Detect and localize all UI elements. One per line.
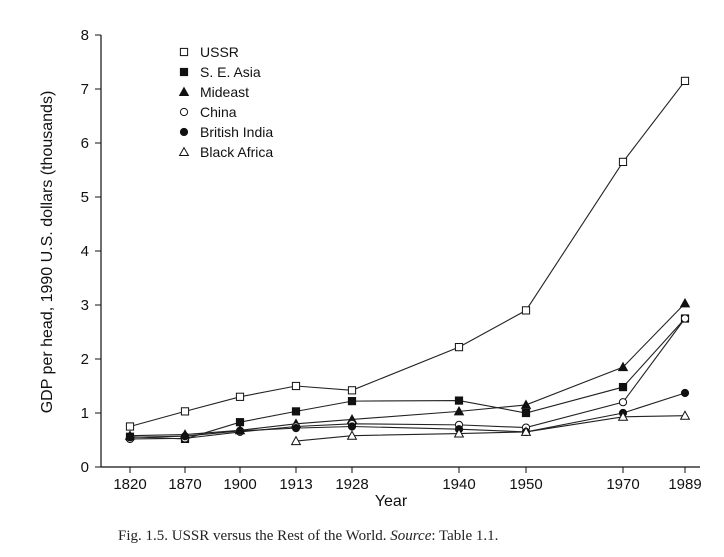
y-tick-label: 8 (81, 27, 89, 44)
caption-source-label: Source (390, 528, 432, 544)
legend-label-s-e-asia: S. E. Asia (200, 64, 261, 80)
x-tick-label: 1900 (223, 476, 256, 493)
data-point-british-india (180, 432, 190, 441)
data-point-black-africa (290, 435, 302, 446)
data-point-mideast (679, 297, 691, 308)
data-point-china (680, 314, 690, 323)
legend-label-china: China (200, 104, 237, 120)
x-axis-title: Year (375, 493, 408, 510)
x-tick-label: 1989 (668, 476, 701, 493)
data-point-british-india (235, 426, 245, 435)
figure-caption: Fig. 1.5. USSR versus the Rest of the Wo… (118, 528, 498, 545)
y-tick-label: 2 (81, 351, 89, 368)
data-point-ussr (454, 343, 464, 352)
y-tick-label: 1 (81, 405, 89, 422)
data-point-s-e-asia (347, 397, 357, 406)
legend-marker-black-africa (178, 146, 190, 157)
data-point-ussr (618, 157, 628, 167)
x-tick-label: 1913 (279, 476, 312, 493)
data-point-s-e-asia (454, 396, 464, 405)
caption-prefix: Fig. 1.5. USSR versus the Rest of the Wo… (118, 528, 391, 544)
legend-label-mideast: Mideast (200, 84, 249, 100)
data-point-black-africa (520, 426, 532, 436)
series-line-mideast (129, 302, 686, 437)
series-line-china (129, 318, 686, 440)
series-line-black-africa (295, 415, 686, 442)
y-axis-title: GDP per head, 1990 U.S. dollars (thousan… (39, 91, 56, 414)
data-point-s-e-asia (618, 382, 628, 392)
x-tick-label: 1870 (168, 476, 201, 493)
y-tick-label: 3 (81, 297, 89, 314)
legend-label-ussr: USSR (200, 44, 239, 60)
data-point-mideast (617, 361, 629, 372)
y-tick-label: 6 (81, 135, 89, 152)
data-point-british-india (125, 433, 135, 442)
x-tick-label: 1820 (113, 476, 146, 493)
x-tick-label: 1950 (509, 476, 542, 493)
legend-marker-ussr (179, 47, 189, 57)
x-tick-label: 1940 (442, 476, 475, 493)
data-point-s-e-asia (521, 408, 531, 418)
data-point-black-africa (617, 411, 629, 421)
data-point-china (618, 398, 628, 407)
data-point-black-africa (346, 430, 358, 440)
data-point-british-india (291, 424, 301, 433)
data-point-s-e-asia (291, 407, 301, 416)
data-point-s-e-asia (235, 418, 245, 427)
data-point-mideast (520, 399, 532, 409)
data-point-ussr (521, 306, 531, 315)
data-point-ussr (347, 386, 357, 395)
data-point-ussr (291, 381, 301, 391)
data-point-black-africa (453, 428, 465, 438)
chart: GDP per head, 1990 U.S. dollars (thousan… (39, 27, 702, 510)
x-tick-label: 1928 (335, 476, 368, 493)
caption-suffix: : Table 1.1. (431, 528, 499, 544)
legend-label-british-india: British India (200, 124, 273, 140)
data-point-black-africa (679, 410, 691, 420)
legend-marker-british-india (179, 127, 189, 137)
y-tick-label: 7 (81, 81, 89, 98)
legend-marker-china (179, 107, 189, 117)
y-tick-label: 4 (81, 243, 89, 260)
legend-label-black-africa: Black Africa (200, 144, 273, 160)
x-tick-label: 1970 (606, 476, 639, 493)
data-point-ussr (125, 422, 135, 431)
data-point-ussr (235, 392, 245, 401)
legend-marker-s-e-asia (179, 67, 189, 77)
data-point-british-india (680, 388, 690, 398)
data-point-ussr (180, 407, 190, 416)
series-line-s-e-asia (129, 318, 686, 440)
y-tick-label: 0 (81, 459, 89, 476)
data-point-british-india (347, 422, 357, 431)
data-point-mideast (453, 405, 465, 416)
data-point-ussr (680, 76, 690, 86)
legend-marker-mideast (178, 86, 190, 97)
y-tick-label: 5 (81, 189, 89, 206)
